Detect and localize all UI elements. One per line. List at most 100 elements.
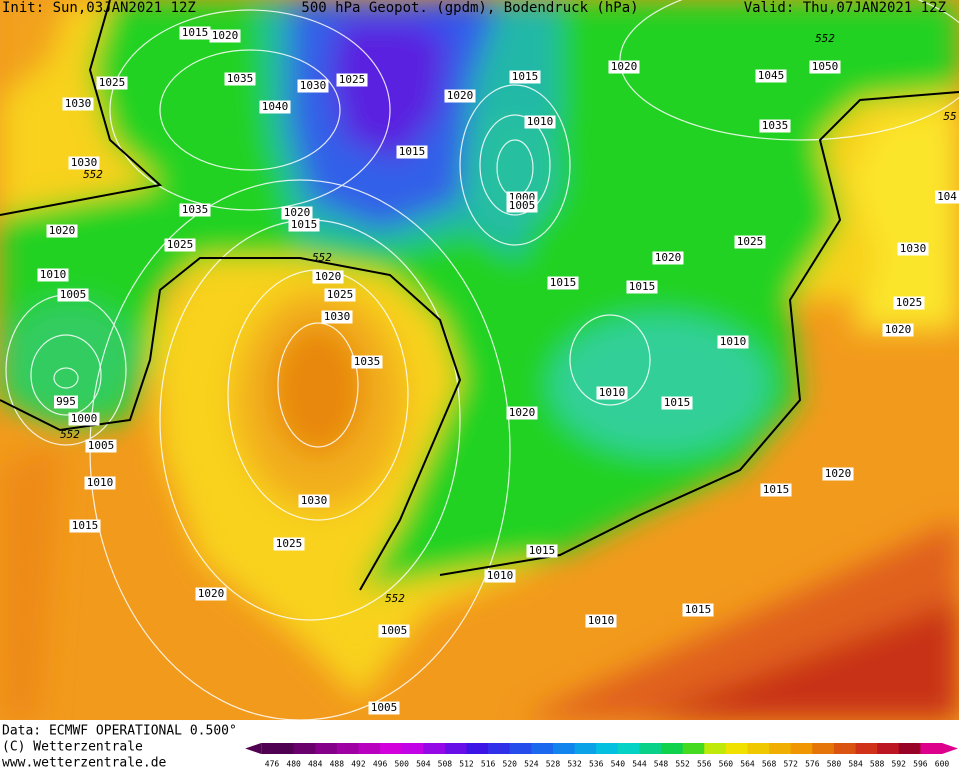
label-box [547,276,579,290]
isobar-label: 1050 [812,60,839,73]
label-box [506,199,538,213]
isobar-label: 1020 [611,60,638,73]
label-box [506,406,538,420]
legend-label: 476 [265,760,280,769]
legend-swatch [488,743,511,754]
isobar-label: 1015 [512,70,539,83]
label-box [321,310,353,324]
legend-arrow-right [942,743,958,754]
legend-swatch [682,743,705,754]
isobar-label: 552 [385,592,405,605]
legend-swatch [790,743,813,754]
label-box [682,603,714,617]
label-box [351,355,383,369]
isobar-label: 1010 [527,115,554,128]
isobar-label: 1010 [40,268,67,281]
color-legend: 476 480 484 488 492 496 500 504 508 512 516 520 524 5… [245,743,958,769]
legend-label: 584 [848,760,863,769]
label-box [54,395,78,409]
legend-swatch [812,743,835,754]
label-box [312,270,344,284]
isobar-label: 1035 [762,119,789,132]
label-box [96,76,128,90]
legend-label: 516 [481,760,496,769]
legend-label: 512 [459,760,474,769]
isobar-label: 1010 [87,476,114,489]
label-box [68,412,100,426]
legend-label: 544 [632,760,647,769]
legend-label: 576 [805,760,820,769]
label-box [524,115,556,129]
isobar-label: 1025 [167,238,194,251]
label-box [288,218,320,232]
isobar-label: 1030 [900,242,927,255]
legend-label: 520 [503,760,518,769]
legend-swatch [444,743,468,754]
legend-swatch [574,743,597,754]
label-box [85,439,117,453]
legend-label: 528 [546,760,561,769]
isobar-label: 995 [56,395,76,408]
label-box [259,100,291,114]
legend-label: 592 [892,760,907,769]
legend-swatch [466,743,489,754]
label-box [396,145,428,159]
legend-label: 536 [589,760,604,769]
legend-label: 600 [935,760,950,769]
label-box [897,242,929,256]
isobar-label: 1025 [327,288,354,301]
isobar-label: 1030 [300,79,327,92]
legend-swatch [596,743,619,754]
isobar-label: 552 [83,168,103,181]
legend-label: 540 [611,760,626,769]
label-box [84,476,116,490]
label-box [652,251,684,265]
legend-swatch [877,743,900,754]
legend-swatch [855,743,878,754]
valid-time: Valid: Thu,07JAN2021 12Z [744,0,946,16]
isobar-label: 1015 [399,145,426,158]
label-box [809,60,841,74]
legend-swatch [272,743,295,754]
label-box [324,288,356,302]
label-box [444,89,476,103]
map-title: 500 hPa Geopot. (gpdm), Bodendruck (hPa) [301,0,638,16]
legend-swatch [552,743,576,754]
legend-label: 552 [675,760,690,769]
label-box [37,268,69,282]
label-box [273,537,305,551]
isobar-label: 1020 [447,89,474,102]
label-box [46,224,78,238]
label-box [882,323,914,337]
isobar-label: 1005 [88,439,115,452]
isobar-label: 1005 [509,199,536,212]
isobar-label: 1010 [487,569,514,582]
legend-label: 524 [524,760,539,769]
isobar-label: 104 [937,190,957,203]
isobar-label: 1015 [529,544,556,557]
legend-swatch [725,743,748,754]
isobar-label: 1010 [588,614,615,627]
label-box [717,335,749,349]
data-source: Data: ECMWF OPERATIONAL 0.500° [2,724,237,739]
legend-label: 568 [762,760,777,769]
isobar-label: 1020 [212,29,239,42]
legend-swatch [833,743,857,754]
label-box [209,29,241,43]
label-box [822,467,854,481]
legend-label: 532 [567,760,582,769]
legend-swatch [358,743,381,754]
label-box [626,280,658,294]
legend-swatch [315,743,338,754]
legend-label: 484 [308,760,323,769]
isobar-label: 552 [815,32,835,45]
label-box [759,119,791,133]
isobar-label: 1005 [371,701,398,714]
legend-swatch [531,743,554,754]
isobar-label: 552 [60,428,80,441]
legend-swatch [769,743,792,754]
isobar-label: 1020 [885,323,912,336]
legend-swatch [639,743,662,754]
legend-swatch [704,743,727,754]
